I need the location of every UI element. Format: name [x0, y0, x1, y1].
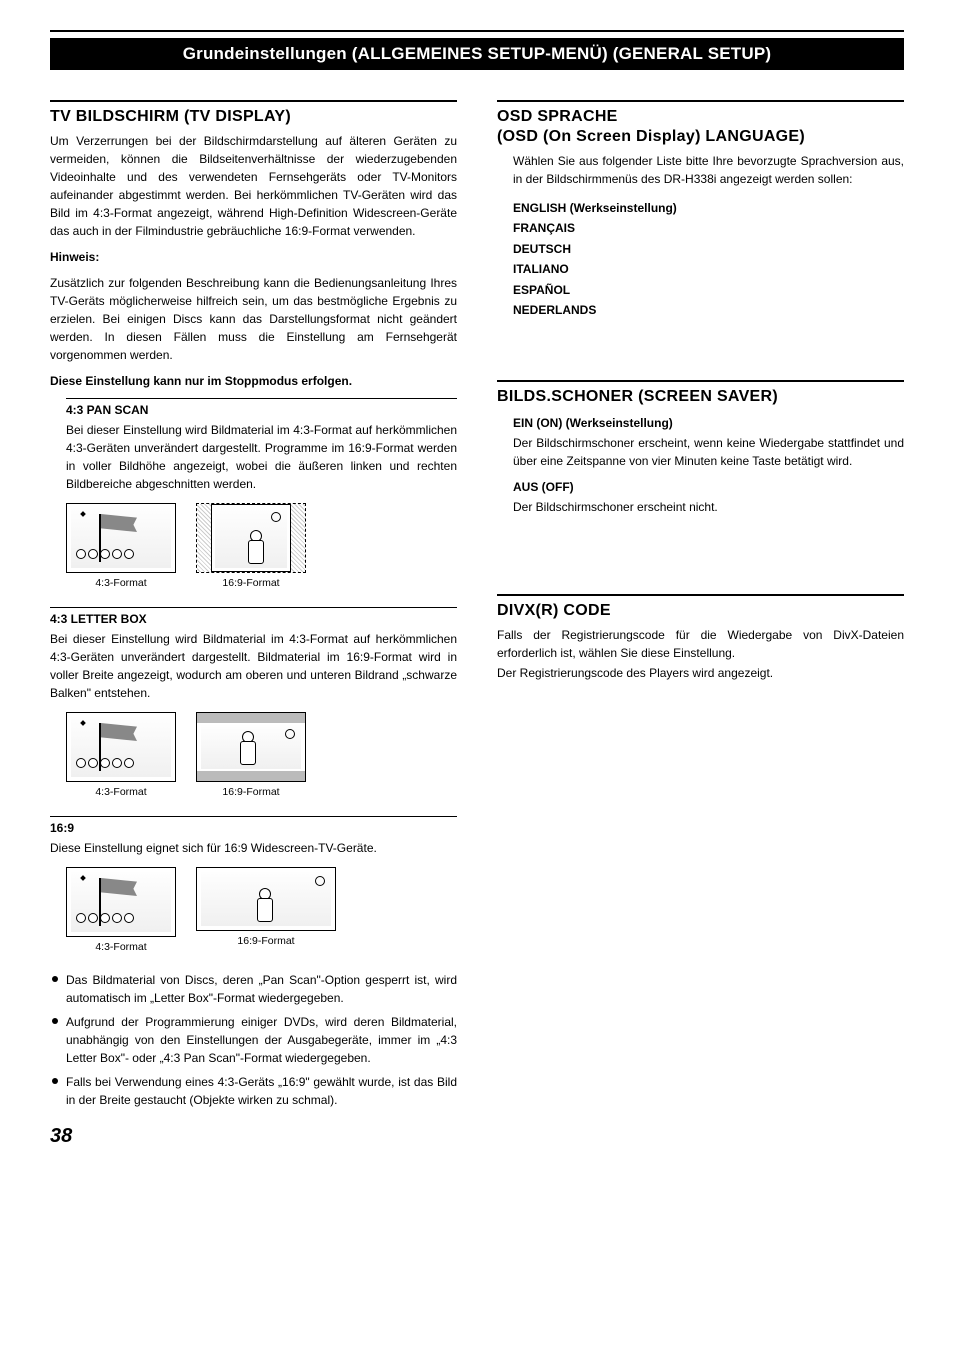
pan-illustrations: 4:3-Format 16:9-Format	[66, 503, 457, 589]
page-number: 38	[50, 1125, 457, 1148]
ss-off-head: AUS (OFF)	[513, 480, 904, 494]
divx-heading: DIVX(R) CODE	[497, 602, 904, 620]
lb-illustrations: 4:3-Format 16:9-Format	[66, 712, 457, 798]
pan-169: 16:9-Format	[196, 503, 306, 589]
right-column: OSD SPRACHE (OSD (On Screen Display) LAN…	[497, 100, 904, 1148]
ss-on-block: EIN (ON) (Werkseinstellung) Der Bildschi…	[513, 416, 904, 516]
w169-body: Diese Einstellung eignet sich für 16:9 W…	[50, 839, 457, 857]
lb-169-caption: 16:9-Format	[222, 786, 279, 798]
w169-43-caption: 4:3-Format	[95, 941, 146, 953]
sub-rule	[66, 398, 457, 399]
osd-body: Wählen Sie aus folgender Liste bitte Ihr…	[513, 152, 904, 188]
lb-169-image	[196, 712, 306, 782]
w169-illustrations: 4:3-Format 16:9-Format	[66, 867, 457, 953]
lang-item: ITALIANO	[513, 259, 904, 279]
sub-rule	[50, 816, 457, 817]
section-rule	[497, 594, 904, 596]
ss-off-body: Der Bildschirmschoner erscheint nicht.	[513, 498, 904, 516]
ss-on-head: EIN (ON) (Werkseinstellung)	[513, 416, 904, 430]
section-rule	[50, 100, 457, 102]
osd-heading-l1: OSD SPRACHE	[497, 108, 904, 126]
top-rule	[50, 30, 904, 32]
tv-display-heading: TV BILDSCHIRM (TV DISPLAY)	[50, 108, 457, 126]
list-item: Falls bei Verwendung eines 4:3-Geräts „1…	[50, 1073, 457, 1109]
osd-heading-l2: (OSD (On Screen Display) LANGUAGE)	[497, 128, 904, 146]
section-rule	[497, 380, 904, 382]
lb-43-caption: 4:3-Format	[95, 786, 146, 798]
section-rule	[497, 100, 904, 102]
w169-block: 16:9 Diese Einstellung eignet sich für 1…	[50, 816, 457, 953]
w169-169-caption: 16:9-Format	[237, 935, 294, 947]
screensaver-heading: BILDS.SCHONER (SCREEN SAVER)	[497, 388, 904, 406]
lang-item: ENGLISH (Werkseinstellung)	[513, 198, 904, 218]
divx-body1: Falls der Registrierungscode für die Wie…	[497, 626, 904, 662]
lang-item: DEUTSCH	[513, 239, 904, 259]
lb-169: 16:9-Format	[196, 712, 306, 798]
letterbox-block: 4:3 LETTER BOX Bei dieser Einstellung wi…	[50, 607, 457, 798]
pan-43-image	[66, 503, 176, 573]
pan-169-image	[196, 503, 306, 573]
divx-body2: Der Registrierungscode des Players wird …	[497, 664, 904, 682]
pan-169-caption: 16:9-Format	[222, 577, 279, 589]
w169-43-image	[66, 867, 176, 937]
pan-43-caption: 4:3-Format	[95, 577, 146, 589]
lang-item: ESPAÑOL	[513, 280, 904, 300]
w169-43: 4:3-Format	[66, 867, 176, 953]
hinweis-label: Hinweis:	[50, 250, 457, 264]
pan-scan-block: 4:3 PAN SCAN Bei dieser Einstellung wird…	[66, 398, 457, 589]
lb-43-image	[66, 712, 176, 782]
stop-note: Diese Einstellung kann nur im Stoppmodus…	[50, 374, 457, 388]
ss-on-body: Der Bildschirmschoner erscheint, wenn ke…	[513, 434, 904, 470]
pan-body: Bei dieser Einstellung wird Bildmaterial…	[66, 421, 457, 493]
content-columns: TV BILDSCHIRM (TV DISPLAY) Um Verzerrung…	[50, 100, 904, 1148]
language-list: ENGLISH (Werkseinstellung) FRANÇAIS DEUT…	[513, 198, 904, 320]
pan-43: 4:3-Format	[66, 503, 176, 589]
hinweis-body: Zusätzlich zur folgenden Beschreibung ka…	[50, 274, 457, 364]
lb-body: Bei dieser Einstellung wird Bildmaterial…	[50, 630, 457, 702]
pan-head: 4:3 PAN SCAN	[66, 403, 457, 417]
lang-item: FRANÇAIS	[513, 218, 904, 238]
list-item: Aufgrund der Programmierung einiger DVDs…	[50, 1013, 457, 1067]
list-item: Das Bildmaterial von Discs, deren „Pan S…	[50, 971, 457, 1007]
tv-intro: Um Verzerrungen bei der Bildschirmdarste…	[50, 132, 457, 240]
lb-43: 4:3-Format	[66, 712, 176, 798]
w169-169: 16:9-Format	[196, 867, 336, 953]
left-column: TV BILDSCHIRM (TV DISPLAY) Um Verzerrung…	[50, 100, 457, 1148]
lang-item: NEDERLANDS	[513, 300, 904, 320]
w169-head: 16:9	[50, 821, 457, 835]
tv-bullet-list: Das Bildmaterial von Discs, deren „Pan S…	[50, 971, 457, 1109]
lb-head: 4:3 LETTER BOX	[50, 612, 457, 626]
w169-169-image	[196, 867, 336, 931]
sub-rule	[50, 607, 457, 608]
page-title-bar: Grundeinstellungen (ALLGEMEINES SETUP-ME…	[50, 38, 904, 70]
